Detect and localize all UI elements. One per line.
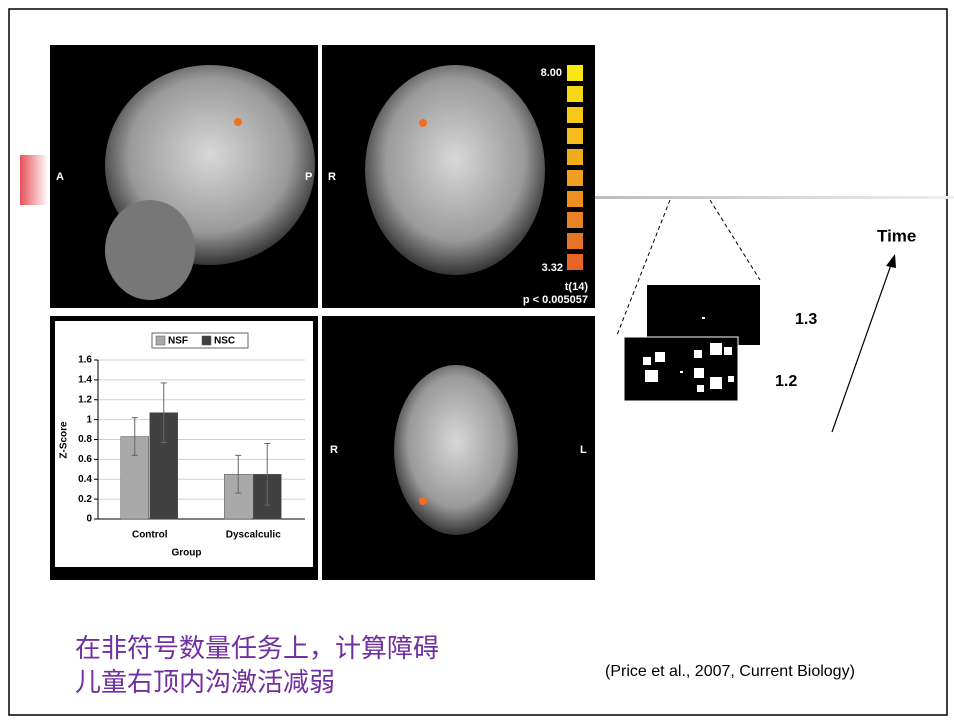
colorbar-swatch [567,212,583,228]
time-label: Time [877,226,916,245]
colorbar-swatch [567,170,583,186]
colorbar-max: 8.00 [541,67,562,79]
activation [419,497,427,505]
activation [234,118,242,126]
x-axis-label: Group [172,548,202,559]
orientation-label: R [330,444,338,456]
caption-line: 儿童右顶内沟激活减弱 [75,668,335,698]
colorbar-swatch [567,107,583,123]
colorbar [567,65,583,270]
citation: (Price et al., 2007, Current Biology) [605,663,855,680]
dashed-guide [616,199,671,336]
colorbar-swatch [567,65,583,81]
brain-image [365,65,545,275]
legend-box [151,332,249,349]
fixation-screen [647,285,760,345]
colorbar-threshold: p < 0.005057 [523,294,588,306]
dot-squares [643,343,734,392]
duration-label: 1.3 [795,311,817,328]
colorbar-swatch [567,254,583,270]
y-tick-label: 1.4 [78,375,92,386]
time-arrow [831,261,893,433]
legend-swatch [155,335,166,346]
arrow-head [886,254,896,268]
fixation [702,317,705,319]
legend-label: NSF [168,336,188,347]
y-tick-label: 1.6 [78,355,92,366]
slide-frame [8,8,948,716]
y-tick-label: 0.8 [78,434,92,445]
activation [419,119,427,127]
bar-chart: 0 0.2 0.4 0.6 0.8 1 1.2 1.4 1.6 Control Dyscalculi… [59,332,305,559]
y-tick-label: 0.2 [78,494,92,505]
orientation-label: L [580,444,587,456]
y-tick-label: 1.2 [78,394,92,405]
error-bar [264,442,271,506]
error-bar [235,454,242,494]
brain-image [394,365,518,535]
legend-label: NSC [214,336,235,347]
colorbar-swatch [567,191,583,207]
y-tick-label: 0 [86,514,92,525]
x-tick-label: Control [132,530,168,541]
error-bar [131,417,138,456]
y-axis-label: Z-Score [59,421,70,459]
x-tick-label: Dyscalculic [226,530,281,541]
dashed-guide [709,199,761,281]
y-tick-label: 0.4 [78,474,92,485]
colorbar-swatch [567,128,583,144]
duration-label: 1.2 [775,373,797,390]
caption-line: 在非符号数量任务上，计算障碍 [75,634,439,664]
orientation-label: R [328,171,336,183]
colorbar-stat: t(14) [565,281,589,293]
brain-image [105,200,195,300]
divider [590,196,954,199]
colorbar-swatch [567,233,583,249]
colorbar-swatch [567,149,583,165]
orientation-label: A [56,171,64,183]
colorbar-swatch [567,86,583,102]
decoration [20,155,48,205]
y-tick-label: 1 [86,414,92,425]
colorbar-min: 3.32 [542,262,563,274]
error-bar [160,382,167,443]
y-tick-label: 0.6 [78,454,92,465]
orientation-label: P [305,171,312,183]
legend-swatch [201,335,212,346]
